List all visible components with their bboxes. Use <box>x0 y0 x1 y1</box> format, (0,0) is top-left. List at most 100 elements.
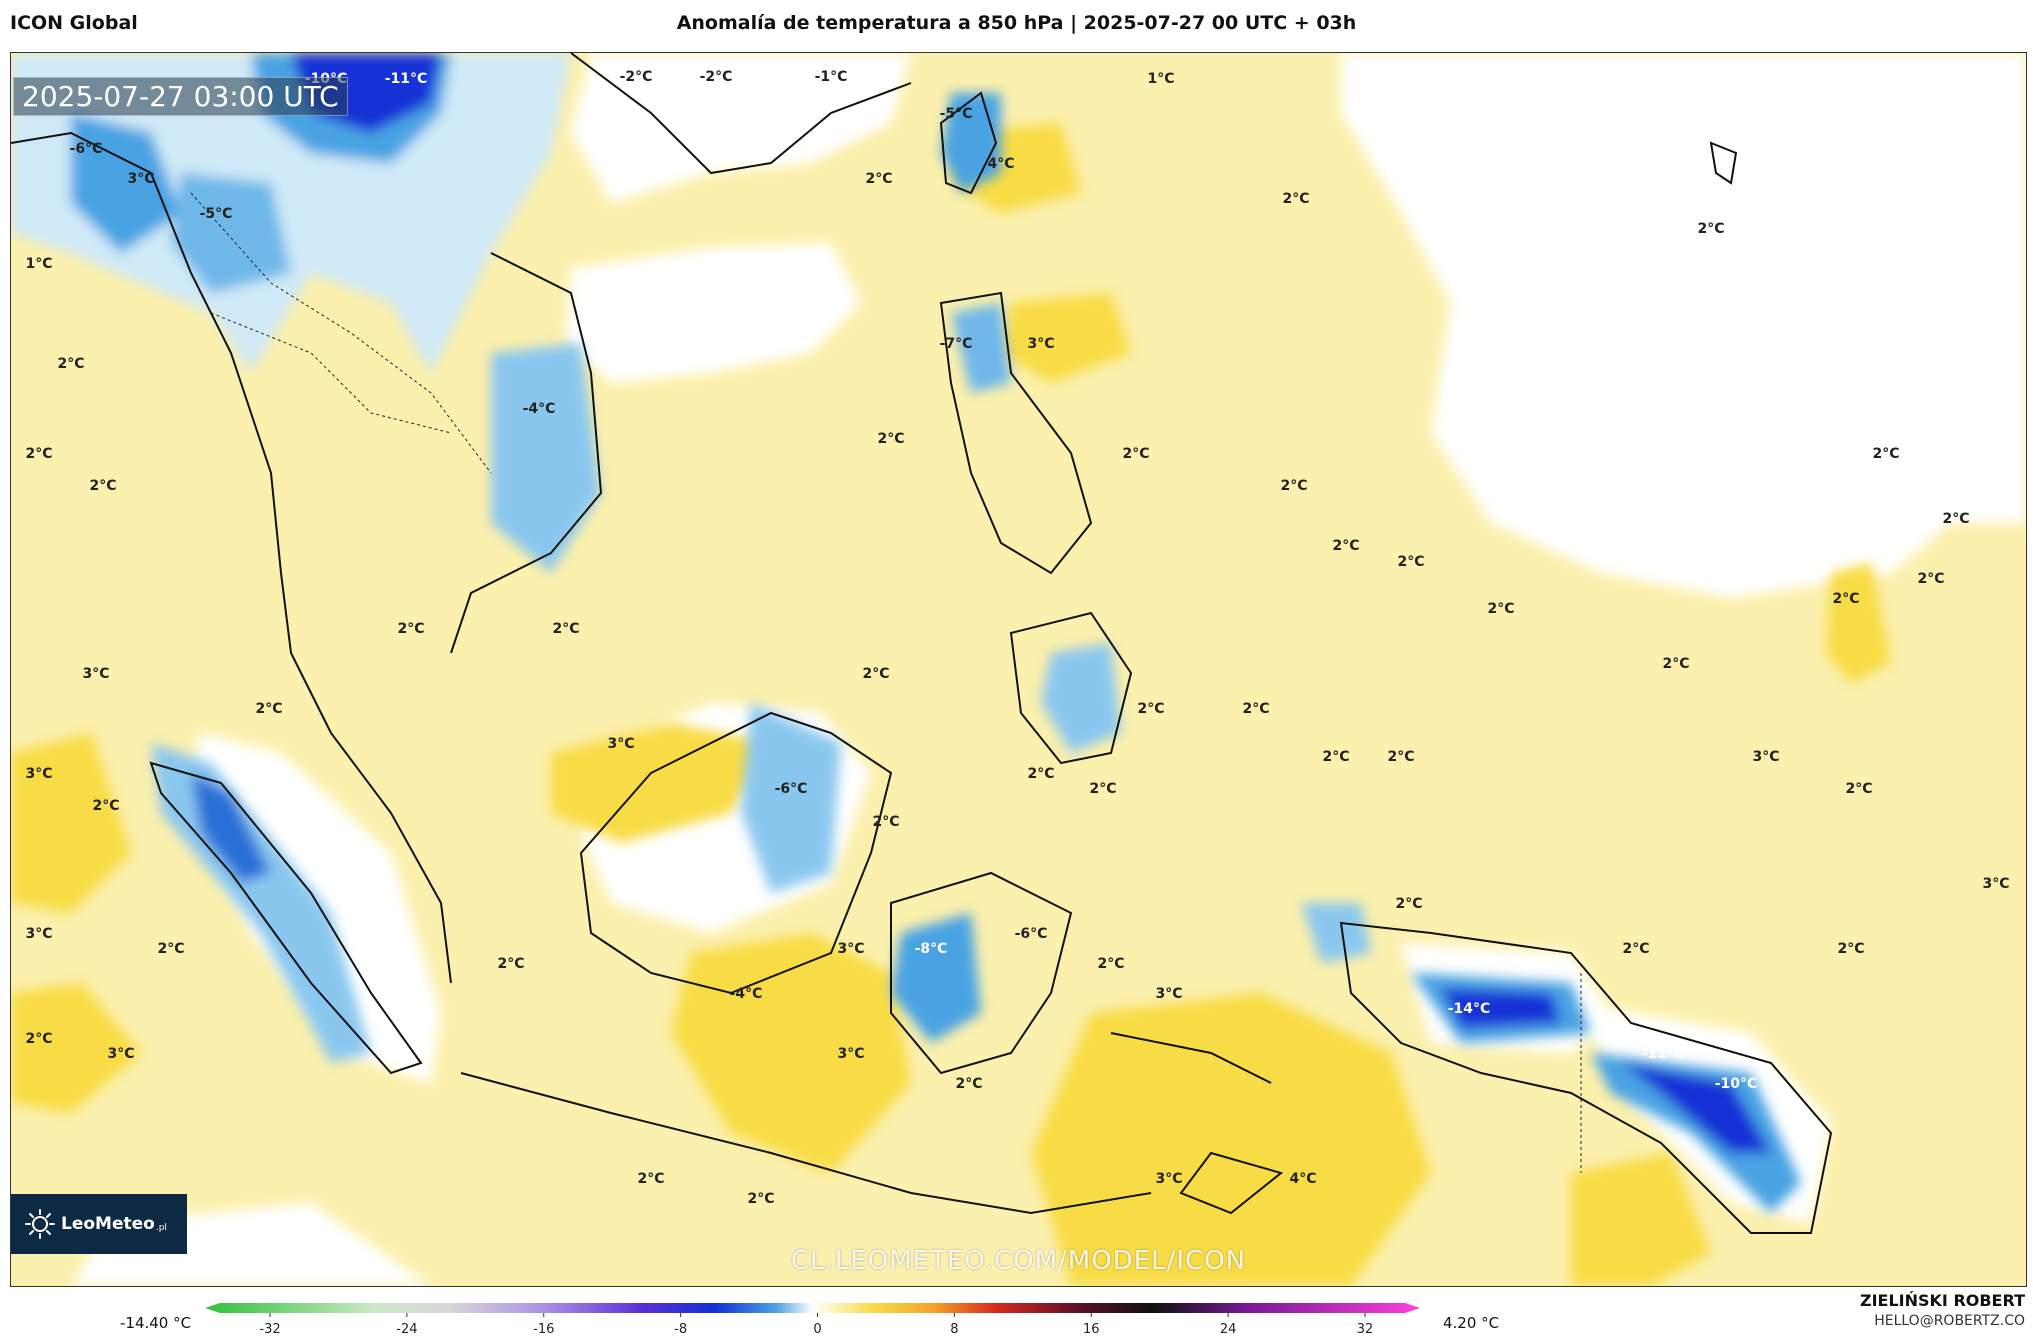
contour-label: 2°C <box>1332 538 1359 554</box>
contour-label: 2°C <box>1845 781 1872 797</box>
contour-label: -1°C <box>815 69 848 85</box>
colorbar-max-label: 4.20 °C <box>1443 1314 1500 1332</box>
leometeo-logo[interactable]: LeoMeteo .pl <box>11 1194 187 1254</box>
contour-label: 2°C <box>1089 781 1116 797</box>
contour-label: -10°C <box>1715 1076 1758 1092</box>
contour-label: 3°C <box>837 941 864 957</box>
warm-anomaly-areas <box>11 123 1891 1286</box>
model-name: ICON Global <box>10 12 138 34</box>
contour-label: 2°C <box>25 1031 52 1047</box>
contour-label: -11°C <box>385 71 428 87</box>
contour-label: 3°C <box>1155 1171 1182 1187</box>
contour-label: 2°C <box>1832 591 1859 607</box>
contour-label: 2°C <box>552 621 579 637</box>
colorbar-ticks: -32 -24 -16 -8 0 8 16 24 32 <box>259 1313 1373 1337</box>
colorbar-gradient <box>205 1303 1420 1313</box>
contour-label: 3°C <box>607 736 634 752</box>
contour-label: 2°C <box>1397 554 1424 570</box>
contour-label: 3°C <box>25 766 52 782</box>
colorbar-tick-label: 8 <box>950 1322 958 1337</box>
colorbar-tick-label: -8 <box>674 1322 687 1337</box>
contour-label: 2°C <box>637 1171 664 1187</box>
contour-label: -14°C <box>1448 1001 1491 1017</box>
contour-label: 3°C <box>1982 876 2009 892</box>
contour-label: 2°C <box>747 1191 774 1207</box>
contour-label: 2°C <box>1122 446 1149 462</box>
colorbar: -32 -24 -16 -8 0 8 16 24 32 <box>205 1303 1420 1337</box>
contour-label: 2°C <box>157 941 184 957</box>
contour-label: -6°C <box>1015 926 1048 942</box>
sun-icon <box>25 1209 55 1239</box>
contour-label: 3°C <box>107 1046 134 1062</box>
contour-label: -11°C <box>1642 1046 1685 1062</box>
contour-label: 2°C <box>1280 478 1307 494</box>
contour-label: -4°C <box>730 986 763 1002</box>
author-name: ZIELIŃSKI ROBERT <box>1859 1291 2025 1310</box>
contour-label: 2°C <box>89 478 116 494</box>
map-view[interactable]: -10°C -11°C -2°C -2°C -1°C 1°C -6°C 3°C -5°C -5°C… <box>10 52 2027 1287</box>
contour-label: 2°C <box>862 666 889 682</box>
contour-label: 2°C <box>872 814 899 830</box>
contour-label: 2°C <box>955 1076 982 1092</box>
contour-label: -6°C <box>775 781 808 797</box>
colorbar-min-label: -14.40 °C <box>120 1314 192 1332</box>
contour-label: 1°C <box>25 256 52 272</box>
contour-label: 2°C <box>497 956 524 972</box>
contour-label: 1°C <box>1147 71 1174 87</box>
contour-label: 2°C <box>1097 956 1124 972</box>
contour-label: 2°C <box>1242 701 1269 717</box>
contour-label: -2°C <box>700 69 733 85</box>
contour-label: 2°C <box>877 431 904 447</box>
contour-label: 2°C <box>1387 749 1414 765</box>
coastlines <box>11 53 1833 1234</box>
header: ICON Global Anomalía de temperatura a 85… <box>0 0 2033 52</box>
contour-label: 2°C <box>397 621 424 637</box>
contour-labels: -10°C -11°C -2°C -2°C -1°C 1°C -6°C 3°C -5°C -5°C… <box>25 69 2009 1207</box>
contour-label: 2°C <box>1872 446 1899 462</box>
colorbar-tick-label: 16 <box>1083 1322 1100 1337</box>
colorbar-tick-label: 32 <box>1357 1322 1374 1337</box>
contour-label: 2°C <box>1322 749 1349 765</box>
contour-label: 3°C <box>1155 986 1182 1002</box>
logo-text: LeoMeteo <box>61 1214 155 1234</box>
colorbar-tick-label: -32 <box>259 1322 280 1337</box>
contour-label: 2°C <box>1487 601 1514 617</box>
watermark-url: CL.LEOMETEO.COM/MODEL/ICON <box>790 1246 1247 1276</box>
logo-suffix: .pl <box>155 1223 167 1233</box>
contour-label: 4°C <box>1289 1171 1316 1187</box>
contour-label: 4°C <box>987 156 1014 172</box>
contour-label: 2°C <box>1137 701 1164 717</box>
contour-label: 2°C <box>865 171 892 187</box>
contour-label: -6°C <box>70 141 103 157</box>
contour-label: 3°C <box>25 926 52 942</box>
contour-label: -8°C <box>915 941 948 957</box>
contour-label: 2°C <box>1622 941 1649 957</box>
contour-label: -4°C <box>523 401 556 417</box>
contour-label: -5°C <box>940 106 973 122</box>
contour-label: 2°C <box>1662 656 1689 672</box>
anomaly-map: -10°C -11°C -2°C -2°C -1°C 1°C -6°C 3°C -5°C -5°C… <box>11 53 2026 1286</box>
contour-label: 2°C <box>1917 571 1944 587</box>
author-email[interactable]: HELLO@ROBERTZ.CO <box>1874 1313 2025 1329</box>
footer: -14.40 °C -32 -24 -16 -8 0 8 16 24 32 <box>0 1285 2033 1339</box>
contour-label: 3°C <box>82 666 109 682</box>
contour-label: 2°C <box>1837 941 1864 957</box>
contour-label: 3°C <box>127 171 154 187</box>
contour-label: 2°C <box>1282 191 1309 207</box>
contour-label: 2°C <box>92 798 119 814</box>
contour-label: 3°C <box>837 1046 864 1062</box>
borders <box>190 192 1582 1173</box>
contour-label: -2°C <box>620 69 653 85</box>
colorbar-tick-label: 0 <box>813 1322 821 1337</box>
contour-label: 3°C <box>1027 336 1054 352</box>
contour-label: -7°C <box>940 336 973 352</box>
chart-title: Anomalía de temperatura a 850 hPa | 2025… <box>676 12 1357 34</box>
contour-label: -5°C <box>200 206 233 222</box>
colorbar-tick-label: -24 <box>396 1322 417 1337</box>
colorbar-tick-label: 24 <box>1220 1322 1237 1337</box>
contour-label: 2°C <box>57 356 84 372</box>
contour-label: 2°C <box>1027 766 1054 782</box>
contour-label: 2°C <box>25 446 52 462</box>
timestamp-badge: 2025-07-27 03:00 UTC <box>13 77 348 116</box>
cold-anomaly-areas <box>11 53 1801 1213</box>
